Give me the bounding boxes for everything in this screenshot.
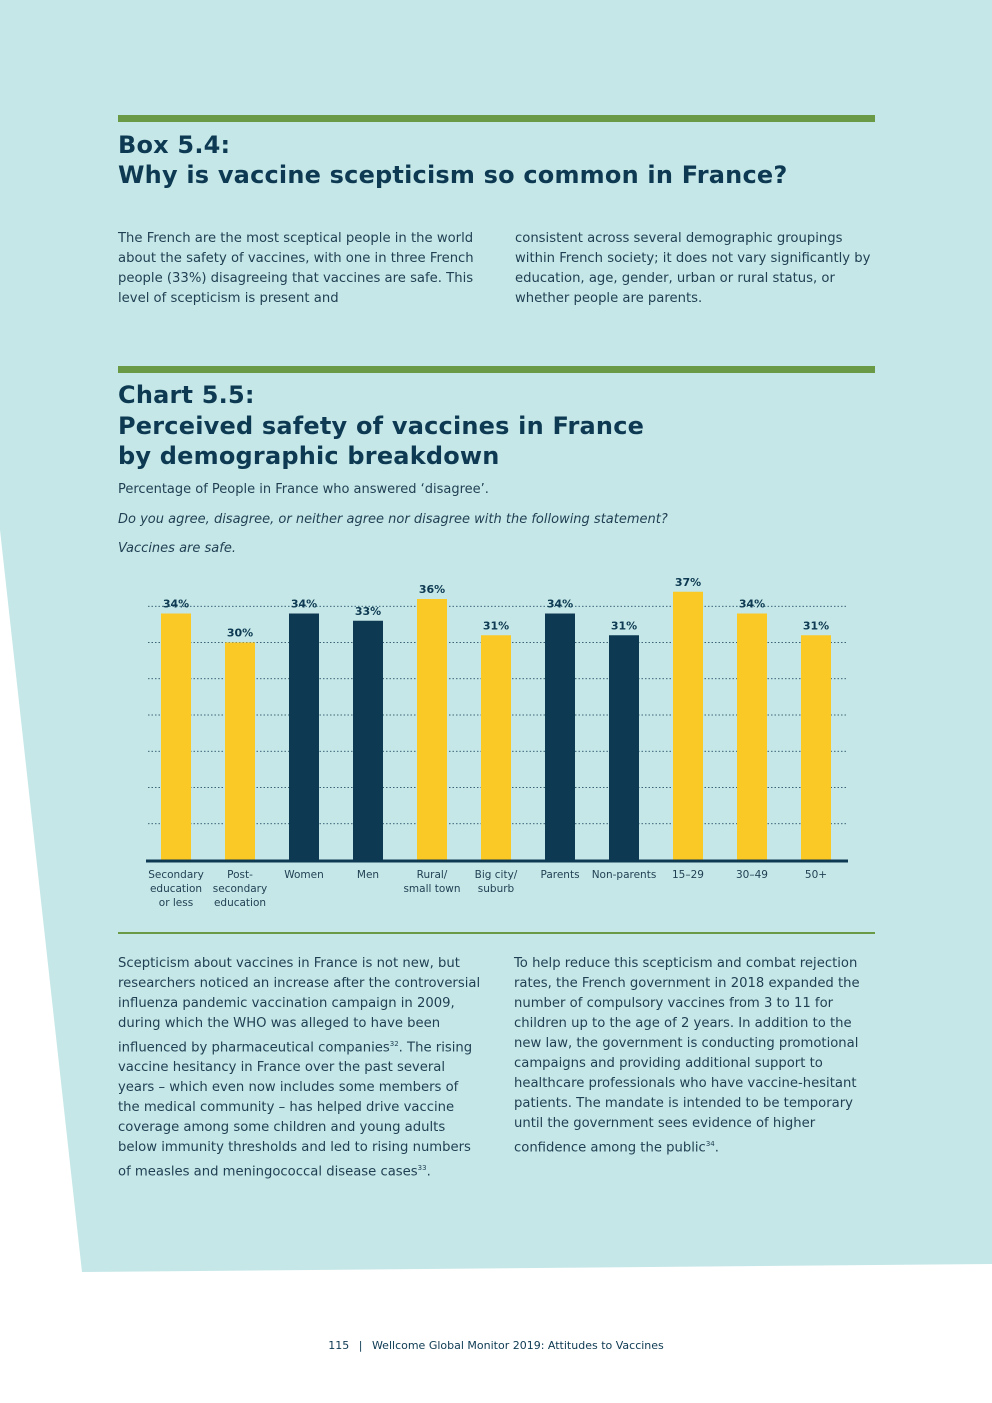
box-intro-right: consistent across several demographic gr… [515, 231, 871, 306]
category-label: 15–29 [672, 869, 704, 881]
category-label: Parents [540, 869, 579, 881]
category-label: education [214, 897, 266, 909]
bar-value-label: 30% [227, 627, 253, 640]
box-number: Box 5.4: [118, 131, 231, 159]
bar-value-label: 34% [547, 598, 573, 611]
bar-7 [609, 635, 639, 860]
footnote-ref-33: 33 [417, 1164, 427, 1173]
category-label: Women [284, 869, 324, 881]
bar-value-label: 37% [675, 576, 701, 589]
category-label: Rural/ [417, 869, 448, 881]
bar-value-label: 34% [739, 598, 765, 611]
bar-5 [481, 635, 511, 860]
category-label: Non-parents [592, 869, 657, 881]
bar-4 [417, 599, 447, 860]
bar-value-label: 36% [419, 583, 445, 596]
category-label: or less [159, 897, 193, 909]
bar-value-label: 31% [611, 619, 637, 632]
survey-question: Do you agree, disagree, or neither agree… [118, 512, 668, 527]
chart-subtitle: Percentage of People in France who answe… [118, 482, 489, 497]
bar-value-label: 31% [483, 619, 509, 632]
chart-bottom-rule [118, 932, 875, 934]
page-footer: 115 | Wellcome Global Monitor 2019: Atti… [0, 1339, 992, 1352]
chart-top-rule [118, 366, 875, 373]
bar-2 [289, 613, 319, 860]
page-number: 115 [328, 1339, 350, 1352]
box-title: Why is vaccine scepticism so common in F… [118, 161, 788, 189]
bar-0 [161, 613, 191, 860]
survey-statement: Vaccines are safe. [118, 541, 236, 556]
footer-separator: | [358, 1339, 363, 1352]
bar-6 [545, 613, 575, 860]
category-label: suburb [478, 883, 515, 895]
bar-8 [673, 591, 703, 860]
chart-title-line2: by demographic breakdown [118, 442, 500, 470]
bar-3 [353, 620, 383, 860]
category-label: small town [403, 883, 460, 895]
category-label: Big city/ [475, 869, 518, 881]
category-label: Men [357, 869, 379, 881]
bar-value-label: 34% [163, 598, 189, 611]
chart-number: Chart 5.5: [118, 381, 255, 409]
category-label: 30–49 [736, 869, 768, 881]
category-label: 50+ [805, 869, 827, 881]
bar-value-label: 34% [291, 598, 317, 611]
category-label: Secondary [148, 869, 204, 881]
body-right-paragraph: To help reduce this scepticism and comba… [514, 956, 860, 1156]
box-intro-left: The French are the most sceptical people… [118, 231, 474, 306]
footnote-ref-32: 32 [389, 1040, 399, 1048]
bar-10 [801, 635, 831, 860]
bar-chart: 34% Secondary education or less 30% Post-seco… [146, 576, 848, 909]
category-label: secondary [213, 883, 267, 895]
publication-title: Wellcome Global Monitor 2019: Attitudes … [371, 1339, 664, 1352]
category-label: Post- [227, 869, 253, 881]
box-top-rule [118, 115, 875, 122]
bar-9 [737, 613, 767, 860]
category-label: education [150, 883, 202, 895]
body-left-paragraph: Scepticism about vaccines in France is n… [118, 956, 481, 1180]
footnote-ref-34: 34 [705, 1140, 715, 1148]
bar-value-label: 31% [803, 619, 829, 632]
bar-value-label: 33% [355, 605, 381, 618]
chart-title-line1: Perceived safety of vaccines in France [118, 412, 645, 440]
bar-1 [225, 642, 255, 860]
